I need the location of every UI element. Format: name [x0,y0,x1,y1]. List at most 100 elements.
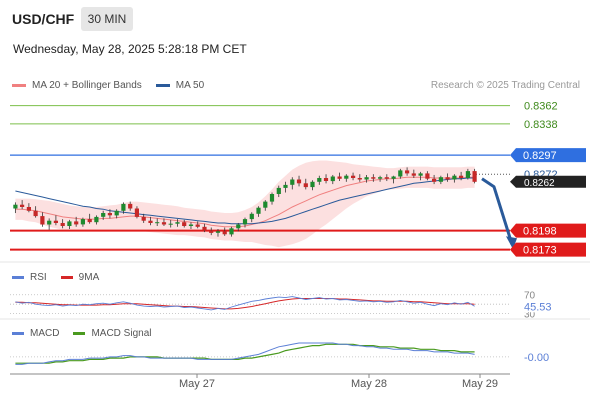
candle-body [391,176,396,179]
x-axis: May 27 May 28 May 29 [10,373,510,390]
candle-body [337,176,342,179]
rsi-swatch [12,276,24,279]
candles-layer [13,167,477,237]
candle-body [351,175,356,178]
credit-text: Research © 2025 Trading Central [430,80,580,91]
candle-body [195,224,200,227]
candle-body [20,204,25,207]
candle-body [472,171,477,182]
candle-body [303,183,308,188]
candle-body [269,194,275,202]
bollinger-bands-layer [15,160,475,248]
level-label-support: 0.8198 [523,226,557,238]
macd-label: MACD [30,328,60,339]
legend-item-rsi: RSI [12,272,47,283]
candle-body [344,175,349,179]
macd-zero-label: -0.00 [524,352,549,364]
candle-body [411,173,416,176]
candle-body [418,173,423,176]
candle-body [60,223,65,226]
candle-body [175,222,180,224]
level-label-resistance: 0.8338 [524,119,558,131]
candle-body [101,213,106,217]
macd-legend: MACD MACD Signal [12,328,165,339]
candle-body [465,171,470,178]
ma20-label: MA 20 + Bollinger Bands [32,80,142,91]
level-tag-pivot [510,148,586,163]
candle-body [148,220,153,223]
rsi-current-label: 45.53 [524,301,552,313]
candle-body [405,170,410,174]
candle-body [283,184,288,188]
legend-item-macd-signal: MACD Signal [73,328,151,339]
candle-body [249,213,254,220]
rsi-legend: RSI 9MA [12,272,113,283]
candle-body [384,177,389,179]
candle-body [74,221,79,225]
candle-body [425,173,430,179]
candle-body [107,213,112,216]
candle-body [26,207,31,211]
candle-body [87,219,92,223]
rsi-ma-line [15,298,475,310]
candle-body [155,222,160,224]
candle-body [290,179,295,185]
candle-body [40,216,45,225]
candle-body [80,219,85,225]
candle-body [202,226,207,231]
macd-swatch [12,332,24,335]
candle-body [459,175,464,178]
candle-body [364,177,369,180]
projection-arrow-head [506,236,517,250]
ma50-swatch [155,84,170,87]
level-tag-support [510,242,586,257]
symbol-title: USD/CHF [12,11,75,27]
x-axis-tick-label: May 28 [351,378,387,390]
price-legend: MA 20 + Bollinger Bands MA 50 [12,80,218,91]
candle-body [357,178,362,180]
macd-line [15,342,475,365]
candle-body [47,220,52,225]
candle-body [317,178,322,182]
macd-signal-line [15,343,475,364]
candle-body [215,231,221,233]
candle-body [94,216,99,223]
current-price-tag [510,175,586,188]
legend-item-ma20: MA 20 + Bollinger Bands [12,80,142,91]
candle-body [236,224,241,229]
candle-body [141,216,146,221]
macd-signal-swatch [73,332,86,335]
candle-body [13,204,18,209]
macd-panel: -0.00 [0,261,590,365]
candle-body [371,177,376,179]
candle-body [168,223,173,225]
projection-arrow [481,177,514,245]
candle-body [182,222,187,226]
legend-item-rsi-ma: 9MA [60,272,100,283]
candle-body [121,203,126,211]
x-axis-tick-label: May 27 [179,378,215,390]
candle-body [310,181,315,188]
rsi-label: RSI [30,272,47,283]
timeframe-button[interactable]: 30 MIN [81,7,133,31]
candle-body [378,177,383,179]
candle-body [438,177,443,182]
price-labels-layer: 0.83620.83380.82970.81980.81730.82720.82… [510,101,586,257]
candle-body [452,175,457,180]
candle-body [323,178,329,181]
rsi-level-label: 30 [524,310,536,321]
candle-body [263,201,268,208]
level-label-resistance: 0.8362 [524,101,558,113]
candle-body [222,231,227,235]
candle-body [114,210,119,216]
chart-header: USD/CHF 30 MIN [0,0,590,36]
ma20-swatch [12,84,26,87]
macd-signal-label: MACD Signal [91,328,152,339]
candle-body [134,208,139,217]
rsi-panel: 70503045.53 [0,291,590,321]
legend-item-macd: MACD [12,328,59,339]
level-label-support: 0.8173 [523,245,557,257]
datetime-stamp: Wednesday, May 28, 2025 5:28:18 PM CET [13,42,247,56]
rsi-ma-label: 9MA [78,272,100,283]
